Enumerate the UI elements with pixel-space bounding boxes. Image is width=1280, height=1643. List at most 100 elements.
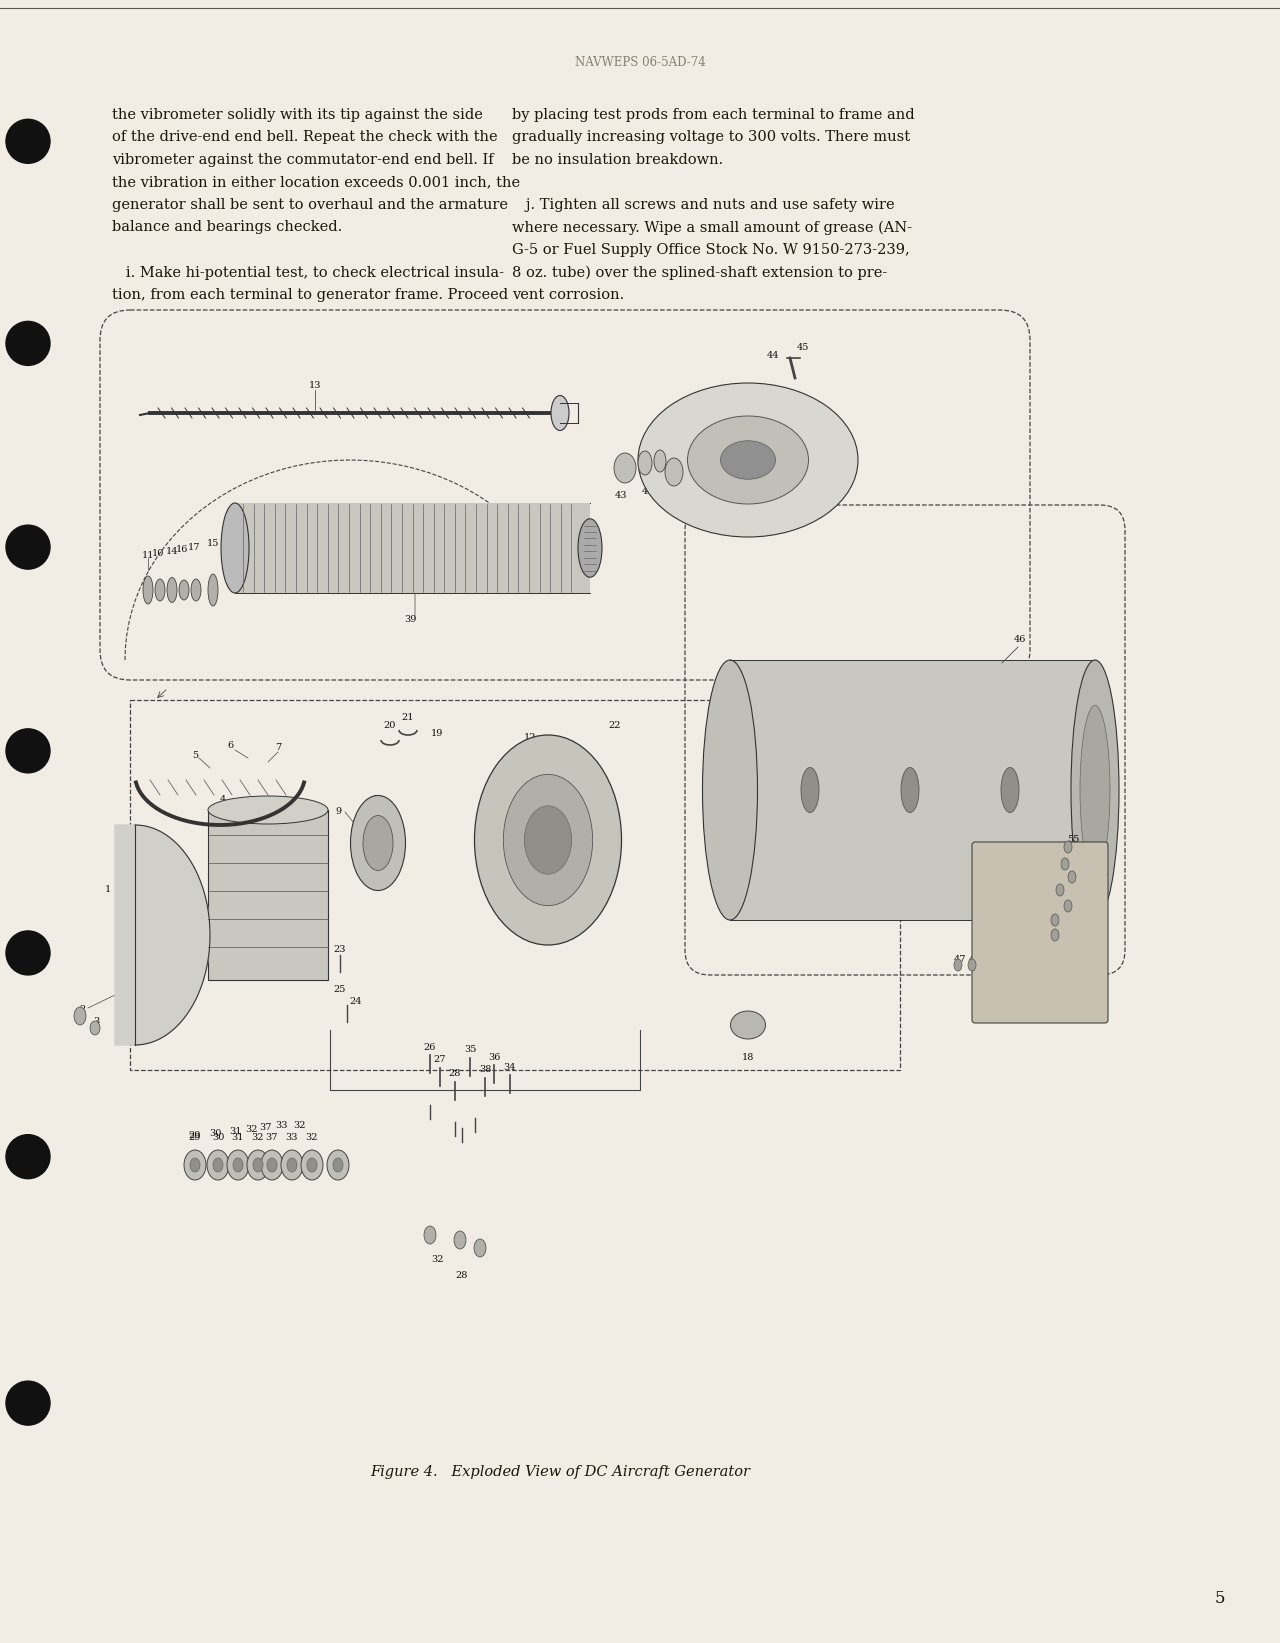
Ellipse shape xyxy=(207,573,218,606)
Polygon shape xyxy=(115,825,210,1045)
Circle shape xyxy=(6,1135,50,1178)
Text: 31: 31 xyxy=(232,1132,244,1142)
Ellipse shape xyxy=(189,1158,200,1171)
Text: 30: 30 xyxy=(211,1132,224,1142)
Text: 17: 17 xyxy=(188,544,200,552)
Text: by placing test prods from each terminal to frame and: by placing test prods from each terminal… xyxy=(512,108,915,122)
Bar xyxy=(236,503,590,593)
Text: 32: 32 xyxy=(252,1132,264,1142)
Ellipse shape xyxy=(74,1007,86,1025)
Circle shape xyxy=(6,932,50,974)
Text: 4: 4 xyxy=(220,795,227,805)
Circle shape xyxy=(6,322,50,365)
Text: 24: 24 xyxy=(349,997,362,1007)
Text: i. Make hi-potential test, to check electrical insula-: i. Make hi-potential test, to check elec… xyxy=(113,266,504,279)
Ellipse shape xyxy=(261,1150,283,1180)
Ellipse shape xyxy=(1071,660,1119,920)
Text: 52: 52 xyxy=(1060,884,1073,892)
Text: 21: 21 xyxy=(402,713,415,723)
Ellipse shape xyxy=(687,416,809,504)
Ellipse shape xyxy=(1061,858,1069,871)
Ellipse shape xyxy=(351,795,406,891)
Ellipse shape xyxy=(1051,928,1059,941)
Text: 3: 3 xyxy=(93,1017,99,1027)
Text: 29: 29 xyxy=(189,1132,201,1142)
Text: 34: 34 xyxy=(504,1063,516,1071)
Text: 28: 28 xyxy=(456,1270,468,1280)
Ellipse shape xyxy=(579,519,602,577)
Text: 32: 32 xyxy=(246,1124,259,1134)
Text: 47: 47 xyxy=(954,956,966,964)
Text: generator shall be sent to overhaul and the armature: generator shall be sent to overhaul and … xyxy=(113,199,508,212)
Text: 36: 36 xyxy=(488,1053,500,1061)
Text: j. Tighten all screws and nuts and use safety wire: j. Tighten all screws and nuts and use s… xyxy=(512,199,895,212)
Text: Figure 4.   Exploded View of DC Aircraft Generator: Figure 4. Exploded View of DC Aircraft G… xyxy=(370,1466,750,1479)
Text: 41: 41 xyxy=(669,483,682,493)
Text: 39: 39 xyxy=(403,616,416,624)
Text: 20: 20 xyxy=(384,721,397,729)
Text: 16: 16 xyxy=(175,545,188,554)
Text: 29: 29 xyxy=(189,1130,201,1140)
Ellipse shape xyxy=(155,578,165,601)
Ellipse shape xyxy=(191,578,201,601)
Text: 2: 2 xyxy=(79,1006,86,1014)
Ellipse shape xyxy=(1051,914,1059,927)
Ellipse shape xyxy=(326,1150,349,1180)
Text: 35: 35 xyxy=(463,1045,476,1055)
Text: 18: 18 xyxy=(742,1053,754,1063)
Ellipse shape xyxy=(1056,884,1064,895)
Text: 23: 23 xyxy=(334,945,347,955)
Bar xyxy=(730,660,1094,920)
Bar xyxy=(207,810,328,979)
Circle shape xyxy=(6,120,50,163)
Text: vent corrosion.: vent corrosion. xyxy=(512,288,625,302)
Text: 8 oz. tube) over the splined-shaft extension to pre-: 8 oz. tube) over the splined-shaft exten… xyxy=(512,266,887,279)
Text: where necessary. Wipe a small amount of grease (AN-: where necessary. Wipe a small amount of … xyxy=(512,220,913,235)
Text: 19: 19 xyxy=(431,728,443,738)
Text: 12: 12 xyxy=(524,733,536,743)
Ellipse shape xyxy=(654,450,666,472)
Text: 32: 32 xyxy=(431,1255,443,1265)
Ellipse shape xyxy=(268,1158,276,1171)
Circle shape xyxy=(6,526,50,568)
Ellipse shape xyxy=(954,960,963,971)
Text: tion, from each terminal to generator frame. Proceed: tion, from each terminal to generator fr… xyxy=(113,288,508,302)
Text: 11: 11 xyxy=(142,552,155,560)
Text: balance and bearings checked.: balance and bearings checked. xyxy=(113,220,342,235)
Text: vibrometer against the commutator-end end bell. If: vibrometer against the commutator-end en… xyxy=(113,153,494,168)
Ellipse shape xyxy=(1068,871,1076,882)
Text: the vibration in either location exceeds 0.001 inch, the: the vibration in either location exceeds… xyxy=(113,176,520,189)
Ellipse shape xyxy=(721,440,776,480)
Ellipse shape xyxy=(1064,841,1073,853)
Ellipse shape xyxy=(364,815,393,871)
Text: 30: 30 xyxy=(209,1129,221,1137)
Ellipse shape xyxy=(282,1150,303,1180)
FancyBboxPatch shape xyxy=(972,841,1108,1024)
Ellipse shape xyxy=(731,1010,765,1038)
Text: 22: 22 xyxy=(609,721,621,729)
Text: be no insulation breakdown.: be no insulation breakdown. xyxy=(512,153,723,168)
Ellipse shape xyxy=(637,383,858,537)
Ellipse shape xyxy=(179,580,189,600)
Ellipse shape xyxy=(1080,705,1110,874)
Text: 51: 51 xyxy=(1069,897,1082,907)
Text: 25: 25 xyxy=(334,986,346,994)
Ellipse shape xyxy=(207,1150,229,1180)
Text: 50: 50 xyxy=(1053,912,1066,920)
Text: gradually increasing voltage to 300 volts. There must: gradually increasing voltage to 300 volt… xyxy=(512,130,910,145)
Ellipse shape xyxy=(301,1150,323,1180)
Text: 31: 31 xyxy=(229,1127,241,1135)
Text: 43: 43 xyxy=(614,491,627,501)
Ellipse shape xyxy=(227,1150,250,1180)
Text: 8: 8 xyxy=(372,795,378,805)
Text: 5: 5 xyxy=(192,751,198,761)
Text: 32: 32 xyxy=(293,1121,306,1129)
Ellipse shape xyxy=(287,1158,297,1171)
Text: the vibrometer solidly with its tip against the side: the vibrometer solidly with its tip agai… xyxy=(113,108,483,122)
Text: 10: 10 xyxy=(152,549,164,559)
Ellipse shape xyxy=(474,1239,486,1257)
Ellipse shape xyxy=(90,1020,100,1035)
Ellipse shape xyxy=(503,774,593,905)
Text: 44: 44 xyxy=(767,350,780,360)
Text: NAVWEPS 06-5AD-74: NAVWEPS 06-5AD-74 xyxy=(575,56,705,69)
